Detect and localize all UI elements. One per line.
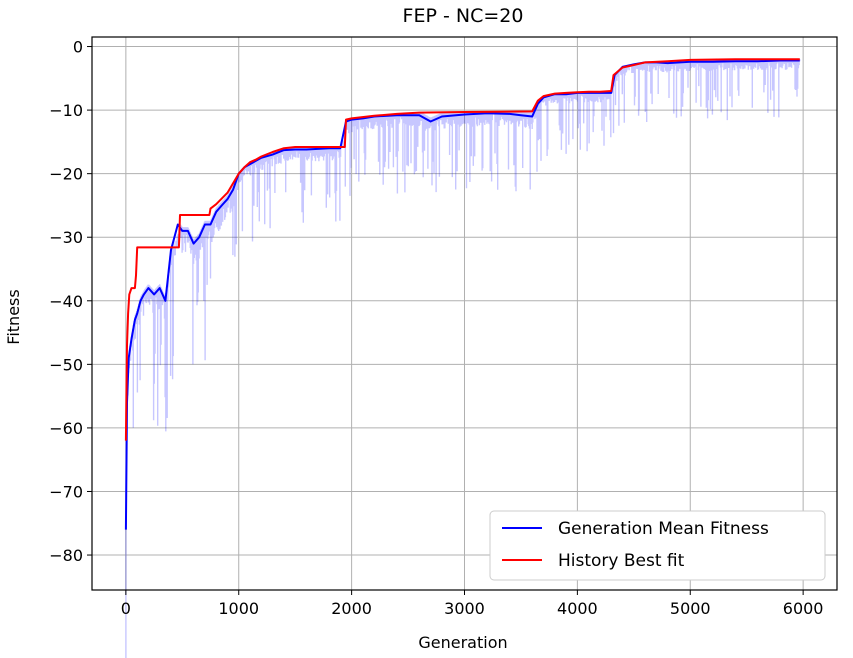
x-tick-label: 6000 bbox=[783, 599, 824, 618]
spread-band-path bbox=[125, 59, 801, 658]
chart-title: FEP - NC=20 bbox=[403, 5, 524, 27]
y-tick-label: −50 bbox=[49, 355, 83, 374]
grid-lines bbox=[92, 37, 837, 590]
y-tick-label: −30 bbox=[49, 228, 83, 247]
history-best-line bbox=[124, 58, 800, 441]
y-axis-label: Fitness bbox=[4, 289, 23, 344]
x-tick-label: 0 bbox=[121, 599, 131, 618]
legend-label-best: History Best fit bbox=[558, 551, 685, 571]
x-tick-label: 1000 bbox=[218, 599, 259, 618]
x-tick-label: 3000 bbox=[444, 599, 485, 618]
x-tick-label: 4000 bbox=[557, 599, 598, 618]
mean-fitness-line bbox=[124, 59, 800, 530]
y-tick-label: −20 bbox=[49, 165, 83, 184]
y-axis-ticks: 0 −10 −20 −30 −40 −50 −60 −70 −80 bbox=[49, 38, 92, 565]
y-tick-label: −40 bbox=[49, 292, 83, 311]
y-tick-label: −60 bbox=[49, 419, 83, 438]
legend: Generation Mean Fitness History Best fit bbox=[489, 510, 826, 581]
y-tick-label: −80 bbox=[49, 546, 83, 565]
y-tick-label: −70 bbox=[49, 482, 83, 501]
y-tick-label: 0 bbox=[73, 38, 83, 57]
x-axis-ticks: 0 1000 2000 3000 4000 5000 6000 bbox=[121, 590, 824, 618]
series-lines bbox=[124, 58, 800, 530]
variance-band bbox=[125, 59, 801, 658]
x-tick-label: 2000 bbox=[331, 599, 372, 618]
x-axis-label: Generation bbox=[418, 633, 507, 652]
x-tick-label: 5000 bbox=[670, 599, 711, 618]
legend-label-mean: Generation Mean Fitness bbox=[558, 519, 769, 539]
legend-box bbox=[489, 510, 826, 581]
y-tick-label: −10 bbox=[49, 101, 83, 120]
